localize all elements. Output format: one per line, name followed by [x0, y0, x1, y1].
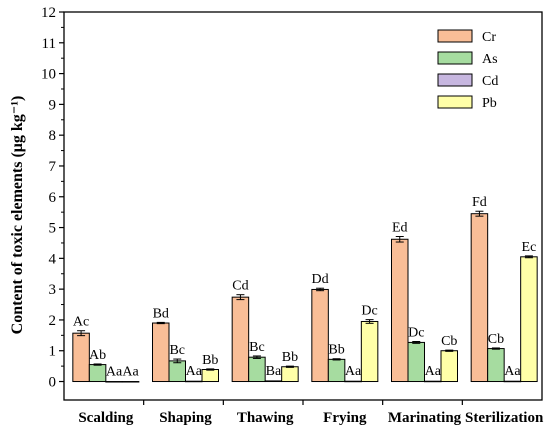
x-tick-label: Sterilization — [465, 410, 544, 426]
legend-label-cd: Cd — [482, 74, 498, 89]
bar-as — [168, 360, 186, 383]
bar-data-label: Bc — [169, 343, 185, 358]
bar-pb — [201, 369, 219, 383]
y-tick-label: 10 — [41, 67, 56, 83]
bar-pb — [281, 366, 299, 383]
bar-cd — [185, 380, 203, 383]
x-tick-label: Marinating — [388, 410, 462, 426]
bar-data-label: Cb — [488, 332, 504, 347]
y-tick-label: 5 — [49, 221, 57, 237]
x-tick-label: Frying — [323, 410, 367, 426]
x-tick-label: Thawing — [237, 410, 294, 426]
legend-swatch-as — [437, 51, 473, 65]
legend-swatch-pb — [437, 95, 473, 109]
bar-data-label: Aa — [425, 364, 442, 379]
bar-data-label: Aa — [106, 365, 123, 380]
y-tick-label: 4 — [49, 251, 57, 267]
bar-cr — [470, 213, 489, 383]
bar-data-label: Ed — [392, 220, 408, 235]
y-tick-label: 7 — [49, 159, 57, 175]
bar-data-label: Aa — [186, 364, 203, 379]
bar-cr — [311, 288, 329, 383]
bar-data-label: Cd — [232, 279, 248, 294]
bar-data-label: Dd — [312, 272, 329, 287]
bar-data-label: Aa — [345, 364, 362, 379]
bar-as — [327, 358, 346, 383]
bar-cr — [231, 296, 250, 383]
bar-pb — [520, 256, 538, 383]
legend-label-as: As — [482, 52, 498, 67]
bar-data-label: Bb — [328, 343, 344, 358]
bar-data-label: Bc — [249, 340, 265, 355]
y-tick-label: 3 — [49, 282, 57, 298]
bar-as — [248, 356, 266, 383]
bar-as — [487, 348, 505, 383]
y-tick-label: 12 — [41, 5, 56, 21]
bar-data-label: Bb — [202, 353, 218, 368]
legend-label-cr: Cr — [482, 30, 496, 45]
bar-cd — [424, 380, 442, 383]
plot-frame — [63, 11, 543, 401]
bar-as — [407, 341, 425, 383]
y-tick-label: 9 — [49, 97, 57, 113]
bar-data-label: Ab — [89, 348, 106, 363]
bar-data-label: Ba — [266, 364, 282, 379]
bar-pb — [121, 381, 140, 383]
bar-data-label: Ac — [73, 315, 89, 330]
bar-cd — [503, 380, 522, 383]
bar-data-label: Bb — [282, 350, 298, 365]
bar-data-label: Cb — [441, 334, 457, 349]
bar-as — [88, 364, 107, 383]
bar-data-label: Fd — [472, 195, 487, 210]
y-tick-label: 0 — [49, 375, 57, 391]
bar-data-label: Aa — [504, 364, 521, 379]
y-tick-label: 1 — [49, 344, 57, 360]
bar-data-label: Bd — [153, 306, 169, 321]
bar-cr — [72, 332, 90, 383]
bar-cd — [105, 381, 123, 383]
plot-area — [63, 11, 543, 401]
bar-data-label: Dc — [408, 325, 424, 340]
legend-swatch-cr — [437, 29, 473, 43]
bar-cr — [391, 238, 409, 383]
legend-label-pb: Pb — [482, 96, 497, 111]
x-tick-label: Shaping — [159, 410, 212, 426]
bar-cd — [344, 380, 362, 383]
y-tick-label: 11 — [42, 36, 56, 52]
y-tick-label: 8 — [49, 128, 57, 144]
y-tick-label: 2 — [49, 313, 57, 329]
legend: Cr As Cd Pb — [437, 29, 498, 111]
bar-data-label: Ec — [522, 240, 537, 255]
bar-data-label: Dc — [361, 304, 377, 319]
bar-data-label: Aa — [122, 365, 139, 380]
y-axis-title: Content of toxic elements (μg kg⁻¹) — [9, 96, 26, 335]
y-tick-label: 6 — [49, 190, 57, 206]
bar-cd — [264, 380, 283, 383]
x-tick-label: Scalding — [78, 410, 134, 426]
bar-cr — [152, 322, 170, 383]
bar-pb — [440, 350, 458, 383]
legend-swatch-cd — [437, 73, 473, 87]
bar-pb — [360, 320, 379, 383]
